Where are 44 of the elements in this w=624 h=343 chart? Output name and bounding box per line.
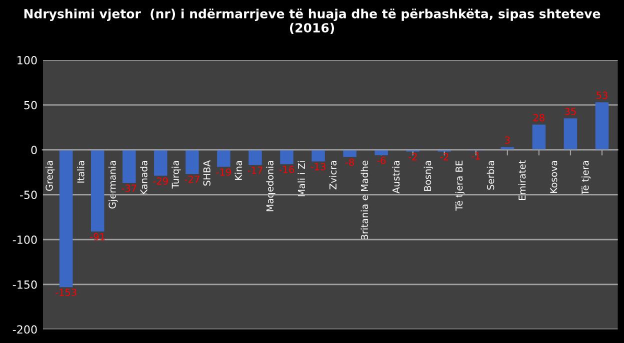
x-tick-label: Austria	[392, 161, 400, 194]
data-label: 53	[596, 92, 608, 99]
data-label: -1	[472, 152, 480, 160]
data-label: 28	[533, 114, 544, 122]
data-label: -153	[56, 288, 76, 296]
data-label: -6	[376, 156, 386, 164]
x-tick-label: Kanada	[140, 161, 148, 195]
x-tick-label: Të tjera	[581, 161, 591, 196]
data-label: -2	[408, 153, 417, 160]
x-tick-label: Emiratet	[518, 160, 526, 200]
y-tick-label: -50	[20, 190, 37, 200]
x-tick-label: SHBA	[203, 160, 210, 186]
x-tick-label: Zvicra	[329, 161, 337, 190]
data-label: -2	[440, 153, 448, 160]
data-label: -37	[122, 184, 136, 192]
x-tick-label: Italia	[77, 161, 84, 183]
y-tick-label: 100	[18, 56, 37, 64]
data-label: -91	[90, 233, 105, 240]
x-tick-label: Gjermania	[108, 161, 118, 209]
y-tick-label: -100	[12, 236, 37, 244]
x-tick-label: Kina	[234, 161, 242, 180]
data-label: -27	[184, 176, 200, 183]
data-label: 35	[565, 108, 576, 116]
y-tick-label: 0	[31, 146, 37, 154]
y-tick-label: 50	[24, 100, 37, 110]
y-tick-label: -150	[12, 280, 37, 289]
x-tick-label: Greqia	[46, 161, 55, 191]
x-tick-label: Maqedonia	[266, 161, 276, 212]
x-tick-label: Turqia	[172, 161, 181, 189]
data-label: 3	[505, 136, 510, 144]
x-tick-label: Të tjera BE	[455, 160, 464, 211]
y-tick-label: -200	[12, 325, 37, 334]
data-label: -17	[248, 166, 262, 174]
data-label: -29	[153, 177, 168, 185]
x-tick-label: Kosova	[550, 161, 558, 193]
data-label: -16	[279, 166, 294, 174]
data-label: -13	[310, 163, 326, 170]
x-tick-label: Britania e Madhe	[360, 160, 368, 240]
x-tick-label: Mali i Zi	[298, 161, 306, 196]
chart-title: Ndryshimi vjetor (nr) i ndërmarrjeve të huaja dhe të përbashkëta, sipas shteteve (2016)	[24, 8, 600, 34]
x-tick-label: Serbia	[486, 161, 494, 190]
data-label: -19	[216, 168, 231, 176]
x-tick-label: Bosnja	[424, 161, 433, 191]
data-label: -8	[345, 158, 354, 166]
